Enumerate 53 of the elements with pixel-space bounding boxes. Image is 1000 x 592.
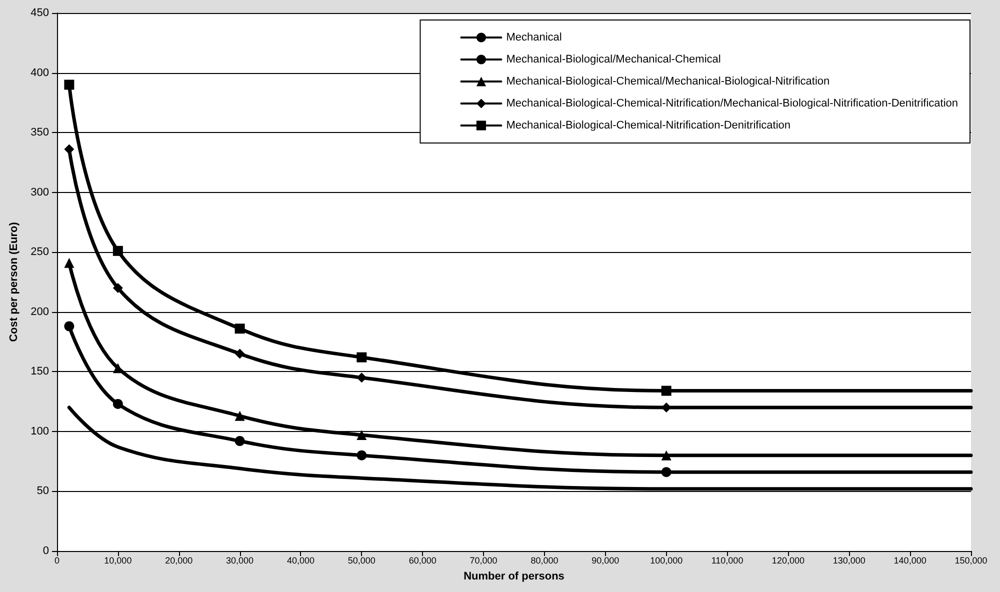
legend-label: Mechanical-Biological-Chemical/Mechanical-Biological-Nitrification <box>506 76 830 88</box>
legend-label: Mechanical-Biological-Chemical-Nitrification-Denitrification <box>506 120 790 132</box>
point <box>356 450 367 460</box>
x-tick-label: 130,000 <box>832 556 866 566</box>
y-tick-label: 300 <box>30 186 49 198</box>
point <box>112 246 123 256</box>
x-tick-label: 140,000 <box>894 556 926 566</box>
point <box>64 258 74 268</box>
point <box>112 398 123 409</box>
x-tick-label: 50,000 <box>348 556 376 566</box>
x-tick-label: 20,000 <box>165 556 193 566</box>
legend-label: Mechanical-Biological/Mechanical-Chemical <box>506 54 721 66</box>
point <box>661 402 672 413</box>
x-tick-label: 0 <box>54 556 60 566</box>
point <box>356 352 367 362</box>
point <box>356 430 367 440</box>
point <box>112 363 123 374</box>
x-tick-label: 60,000 <box>408 556 436 566</box>
point <box>661 386 672 396</box>
point <box>234 436 245 446</box>
point <box>64 144 74 154</box>
point <box>64 80 74 90</box>
y-tick-label: 250 <box>30 246 49 258</box>
legend-label: Mechanical <box>506 32 562 44</box>
y-tick-label: 0 <box>42 545 49 557</box>
x-tick-label: 10,000 <box>104 556 132 566</box>
y-axis-title: Cost per person (Euro) <box>8 222 20 342</box>
point <box>661 467 672 478</box>
x-tick-label: 110,000 <box>711 556 744 566</box>
x-tick-label: 40,000 <box>286 556 314 566</box>
y-tick-label: 100 <box>30 425 49 438</box>
x-tick-label: 150,000 <box>954 556 988 566</box>
point <box>112 282 123 293</box>
y-tick-label: 350 <box>30 126 49 139</box>
point <box>356 372 367 383</box>
point <box>234 324 245 334</box>
y-tick-label: 200 <box>30 306 49 318</box>
x-tick-label: 90,000 <box>592 556 620 566</box>
point <box>234 410 245 421</box>
x-tick-label: 30,000 <box>226 556 254 566</box>
x-axis-title: Number of persons <box>464 570 564 582</box>
x-tick-label: 120,000 <box>772 556 804 566</box>
y-tick-label: 50 <box>36 485 49 498</box>
y-tick-label: 150 <box>30 366 49 378</box>
x-tick-label: 100,000 <box>650 556 683 566</box>
x-tick-label: 70,000 <box>470 556 498 566</box>
point <box>661 450 672 460</box>
point <box>234 348 245 359</box>
legend-label: Mechanical-Biological-Chemical-Nitrification/Mechanical-Biological-Nitrification-Denitrification <box>506 98 958 110</box>
x-tick-label: 80,000 <box>530 556 558 566</box>
y-tick-label: 400 <box>30 66 49 79</box>
y-tick-label: 450 <box>30 7 49 19</box>
point <box>64 321 74 332</box>
